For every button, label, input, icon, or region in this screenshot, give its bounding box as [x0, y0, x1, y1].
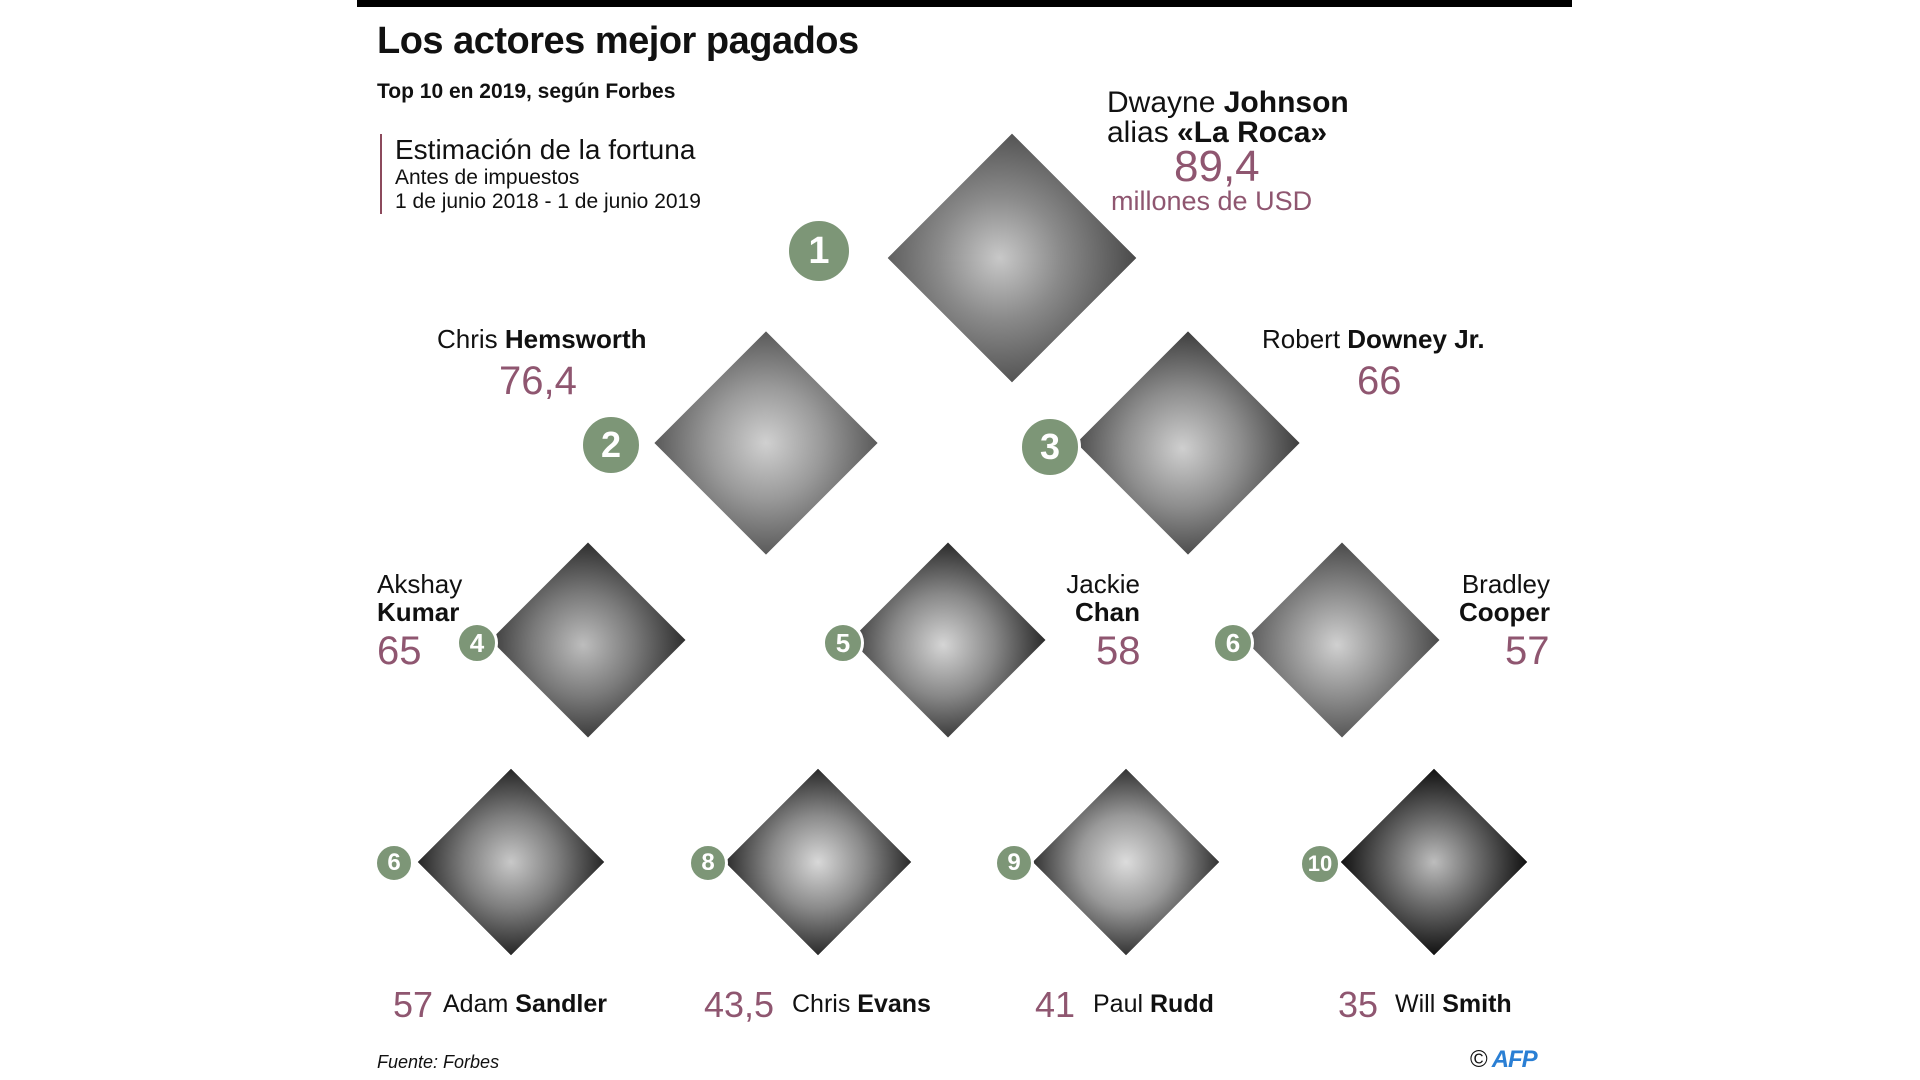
rank-badge-10: 10: [1299, 843, 1341, 885]
rank-badge-8: 8: [688, 843, 728, 883]
actor-value-downey: 66: [1357, 359, 1402, 403]
actor-photo-johnson: [887, 133, 1137, 383]
rank-badge-6b: 6: [374, 843, 414, 883]
actor-value-hemsworth: 76,4: [499, 359, 577, 403]
actor-name-rudd: Paul Rudd: [1093, 990, 1214, 1018]
page-title: Los actores mejor pagados: [377, 20, 859, 62]
rank-badge-2: 2: [580, 414, 642, 476]
rank-badge-9: 9: [994, 843, 1034, 883]
copyright-icon: ©: [1470, 1046, 1488, 1073]
source-note: Fuente: Forbes: [377, 1052, 500, 1072]
rank-badge-3: 3: [1019, 416, 1081, 478]
page-subtitle: Top 10 en 2019, según Forbes: [377, 80, 676, 103]
legend-note: Antes de impuestos: [395, 166, 580, 189]
actor-photo-smith: [1340, 768, 1528, 956]
actor-name-johnson: Dwayne Johnson alias «La Roca»: [1107, 86, 1349, 149]
actor-photo-downey: [1076, 331, 1300, 555]
actor-value-sandler: 57: [393, 984, 434, 1025]
rank-badge-5: 5: [822, 622, 864, 664]
actor-value-cooper: 57: [1505, 629, 1550, 673]
actor-photo-chan: [850, 542, 1046, 738]
credit: © AFP: [1470, 1046, 1538, 1074]
actor-value-johnson: 89,4: [1174, 142, 1260, 191]
afp-logo: AFP: [1491, 1046, 1538, 1073]
actor-photo-evans: [724, 768, 912, 956]
actor-name-chan: Jackie Chan: [1066, 569, 1140, 627]
actor-name-cooper: Bradley Cooper: [1459, 569, 1550, 627]
actor-photo-hemsworth: [654, 331, 878, 555]
actor-photo-rudd: [1032, 768, 1220, 956]
actor-name-smith: Will Smith: [1395, 990, 1512, 1018]
actor-value-evans: 43,5: [704, 984, 775, 1025]
legend-period: 1 de junio 2018 - 1 de junio 2019: [395, 190, 701, 213]
actor-name-hemsworth: Chris Hemsworth: [437, 324, 647, 354]
actor-name-sandler: Adam Sandler: [443, 990, 607, 1018]
actor-name-downey: Robert Downey Jr.: [1262, 324, 1485, 354]
actor-value-smith: 35: [1338, 984, 1379, 1025]
actor-value-rudd: 41: [1035, 984, 1076, 1025]
actor-name-kumar: Akshay Kumar: [377, 569, 463, 627]
legend: Estimación de la fortuna Antes de impues…: [380, 134, 701, 214]
rank-badge-1: 1: [786, 218, 852, 284]
actor-value-chan: 58: [1096, 629, 1141, 673]
rank-badge-6a: 6: [1212, 622, 1254, 664]
actor-name-evans: Chris Evans: [792, 990, 931, 1018]
actor-photo-cooper: [1244, 542, 1440, 738]
actor-value-kumar: 65: [377, 629, 422, 673]
value-unit: millones de USD: [1111, 186, 1313, 216]
actor-photo-sandler: [417, 768, 605, 956]
top-rule: [357, 0, 1572, 7]
legend-title: Estimación de la fortuna: [395, 134, 696, 165]
actor-photo-kumar: [490, 542, 686, 738]
rank-badge-4: 4: [456, 622, 498, 664]
